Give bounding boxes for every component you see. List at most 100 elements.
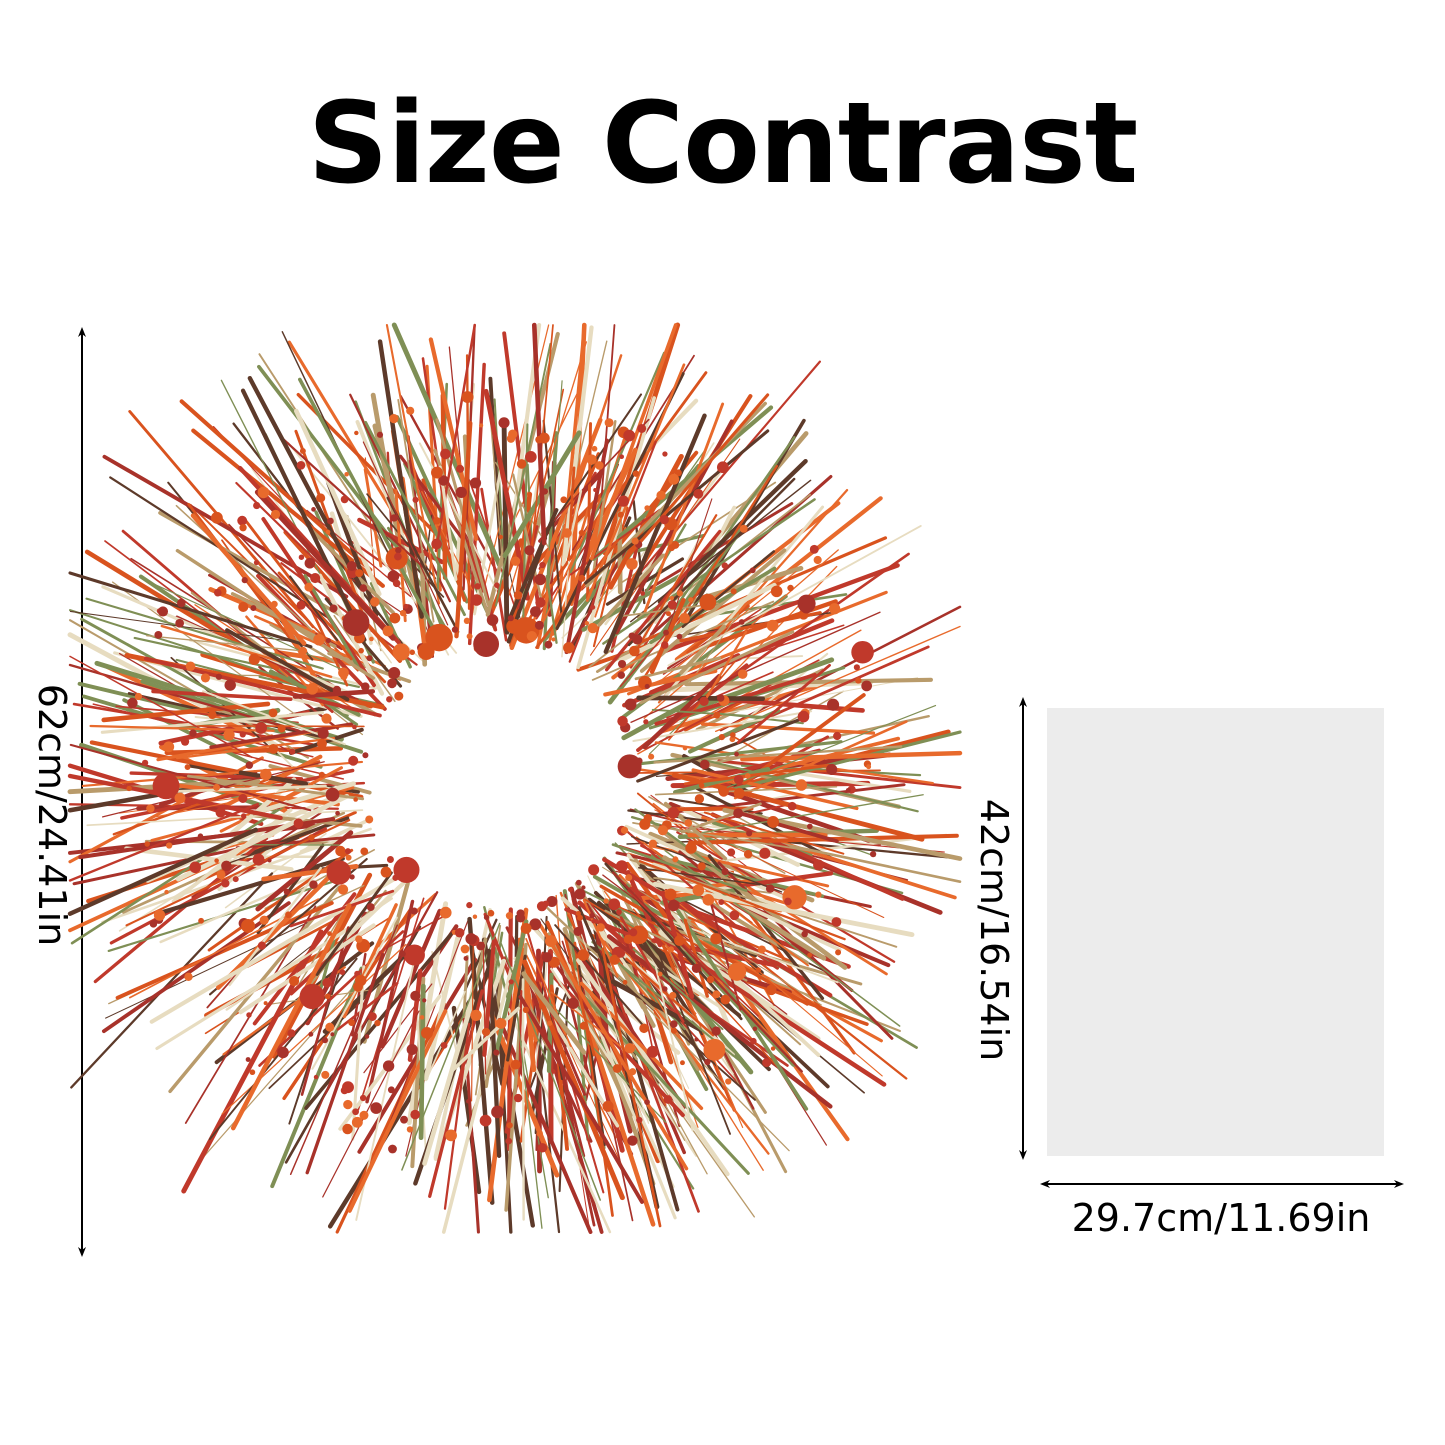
wreath-stem <box>701 794 924 834</box>
wreath-stem <box>298 377 435 629</box>
wreath-berry <box>241 577 248 584</box>
wreath-stem <box>194 980 360 1168</box>
wreath-berry <box>730 588 737 595</box>
wreath-stem <box>535 583 551 650</box>
wreath-berry <box>399 609 407 617</box>
wreath-stem <box>601 947 662 1228</box>
wreath-stem <box>292 689 376 699</box>
wreath-stem <box>390 918 469 1121</box>
wreath-berry <box>668 473 680 485</box>
wreath-berry <box>353 797 358 802</box>
wreath-berry <box>851 640 874 664</box>
wreath-berry <box>340 1086 349 1095</box>
wreath-berry <box>542 900 549 908</box>
wreath-stem <box>634 514 718 652</box>
wreath-berry <box>667 806 680 819</box>
wreath-berry <box>535 435 543 444</box>
wreath-berry <box>648 753 655 760</box>
wreath-berry <box>617 511 624 518</box>
wreath-stem <box>209 722 354 750</box>
wreath-stem <box>303 574 361 670</box>
wreath-stem <box>649 597 686 674</box>
wreath-berry <box>197 833 204 839</box>
wreath-berry <box>343 1099 353 1110</box>
wreath-stem <box>258 930 405 1067</box>
wreath-stem <box>714 625 961 733</box>
wreath-stem <box>621 943 764 1171</box>
wreath-berry <box>669 595 675 601</box>
wreath-berry <box>629 1068 637 1076</box>
wreath-berry <box>335 845 346 857</box>
wreath-berry <box>152 772 180 800</box>
wreath-berry <box>473 631 500 657</box>
wreath-berry <box>513 1093 523 1103</box>
wreath-berry <box>644 1099 650 1105</box>
wreath-stem <box>175 504 313 631</box>
wreath-berry <box>498 534 504 540</box>
wreath-stem <box>651 708 766 718</box>
wreath-stem <box>612 871 803 1073</box>
wreath-stem <box>573 941 614 1217</box>
wreath-berry <box>665 611 672 617</box>
wreath-stem <box>68 571 313 649</box>
wreath-berry <box>310 572 321 584</box>
wreath-stem <box>671 772 925 842</box>
wreath-berry <box>299 448 306 454</box>
wreath-berry <box>340 495 349 504</box>
wreath-berry <box>127 697 138 709</box>
wreath-berry <box>574 888 586 900</box>
wreath-berry <box>660 641 669 649</box>
wreath-berry <box>335 810 340 816</box>
wreath-berry <box>245 1057 251 1062</box>
wreath-berry <box>646 1045 659 1058</box>
wreath-berry <box>534 573 547 586</box>
wreath-berry <box>257 941 267 950</box>
wreath-berry <box>389 612 401 624</box>
wreath-berry <box>795 779 808 791</box>
wreath-berry <box>316 493 326 503</box>
wreath-berry <box>390 514 398 522</box>
wreath-stem <box>85 597 324 670</box>
wreath-berry <box>575 911 581 917</box>
wreath-berry <box>252 853 265 866</box>
wreath-berry <box>718 734 725 741</box>
wreath-berry <box>746 830 753 837</box>
wreath-stem <box>603 413 707 654</box>
wreath-berry <box>620 826 629 835</box>
wreath-berry <box>667 946 675 953</box>
wreath-berry <box>388 666 401 679</box>
wreath-berry <box>287 1029 296 1038</box>
wreath-berry <box>146 804 155 813</box>
wreath-berry <box>237 515 248 526</box>
wreath-berry <box>126 785 132 792</box>
wreath-berry <box>648 839 658 848</box>
wreath-stem <box>591 405 774 561</box>
wreath-berry <box>346 561 357 572</box>
wreath-berry <box>325 1022 335 1032</box>
wreath-berry <box>348 755 359 766</box>
wreath-berry <box>308 1031 314 1037</box>
wreath-berry <box>733 808 744 819</box>
wreath-berry <box>318 771 325 778</box>
wreath-berry <box>669 991 677 1000</box>
wreath-berry <box>703 1038 726 1061</box>
wreath-stem <box>649 915 736 1112</box>
wreath-berry <box>249 1069 256 1076</box>
wreath-berry <box>694 794 705 804</box>
wreath-stem <box>521 978 525 1221</box>
wreath-berry <box>693 488 704 499</box>
wreath-stem <box>143 656 382 718</box>
wreath-berry <box>546 895 558 907</box>
wreath-stem <box>565 489 583 559</box>
wreath-berry <box>164 889 169 895</box>
wreath-stem <box>627 477 796 647</box>
wreath-stem <box>454 420 473 639</box>
wreath-stem <box>70 803 287 945</box>
wreath-berry <box>720 994 731 1005</box>
wreath-berry <box>239 731 246 738</box>
wreath-berry <box>699 759 710 770</box>
wreath-stem <box>100 710 324 734</box>
wreath-berry <box>321 713 332 724</box>
wreath-berry <box>629 928 638 937</box>
wreath-berry <box>439 906 452 919</box>
